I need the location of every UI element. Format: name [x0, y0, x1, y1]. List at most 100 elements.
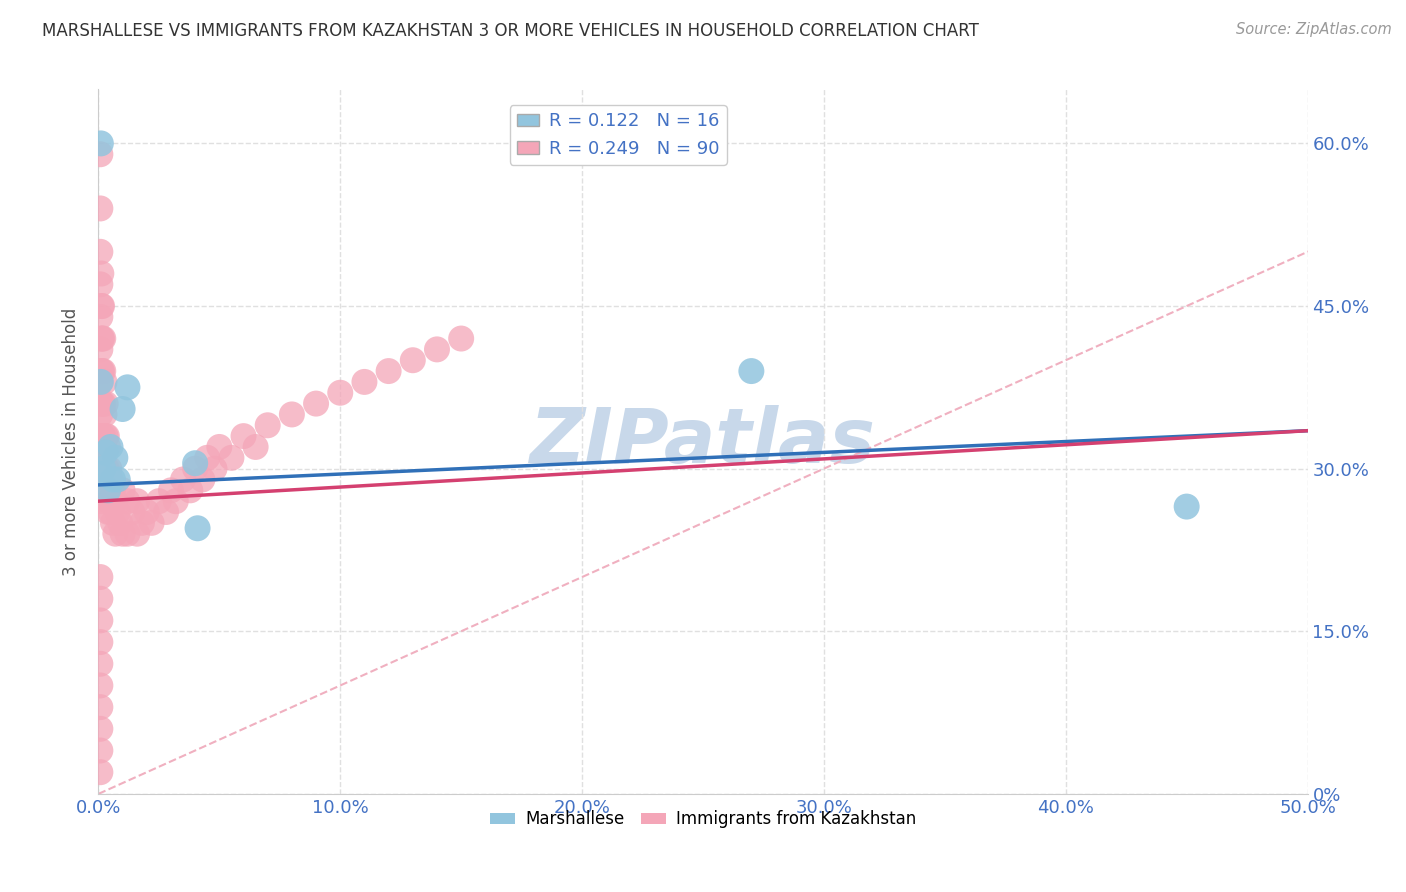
Point [353, 375, 375, 389]
Point [101, 473, 124, 487]
Point [90, 429, 112, 443]
Point [89, 202, 111, 216]
Point [90, 461, 112, 475]
Point [89, 657, 111, 671]
Point [91, 461, 114, 475]
Point [117, 380, 139, 394]
Point [426, 343, 449, 357]
Point [329, 385, 352, 400]
Point [127, 494, 149, 508]
Point [89, 591, 111, 606]
Point [135, 505, 157, 519]
Point [94, 445, 117, 459]
Point [100, 440, 122, 454]
Point [96, 429, 118, 443]
Point [111, 483, 134, 498]
Point [89, 375, 111, 389]
Point [93, 440, 115, 454]
Point [96, 461, 118, 475]
Point [98, 494, 121, 508]
Point [91, 364, 114, 378]
Point [94, 396, 117, 410]
Text: ZIPatlas: ZIPatlas [530, 405, 876, 478]
Point [93, 375, 115, 389]
Point [117, 494, 139, 508]
Point [402, 353, 425, 368]
Point [94, 461, 117, 475]
Point [165, 494, 187, 508]
Point [93, 408, 115, 422]
Point [195, 450, 218, 465]
Point [89, 700, 111, 714]
Y-axis label: 3 or more Vehicles in Household: 3 or more Vehicles in Household [62, 308, 80, 575]
Point [127, 526, 149, 541]
Point [90, 332, 112, 346]
Point [100, 505, 122, 519]
Point [91, 396, 114, 410]
Point [91, 429, 114, 443]
Point [101, 483, 124, 498]
Point [89, 614, 111, 628]
Point [91, 429, 114, 443]
Point [101, 516, 124, 530]
Point [89, 244, 111, 259]
Point [89, 147, 111, 161]
Point [111, 402, 134, 417]
Point [89, 277, 111, 292]
Point [104, 494, 127, 508]
Point [97, 473, 120, 487]
Text: Source: ZipAtlas.com: Source: ZipAtlas.com [1236, 22, 1392, 37]
Text: MARSHALLESE VS IMMIGRANTS FROM KAZAKHSTAN 3 OR MORE VEHICLES IN HOUSEHOLD CORREL: MARSHALLESE VS IMMIGRANTS FROM KAZAKHSTA… [42, 22, 979, 40]
Point [160, 483, 183, 498]
Point [91, 332, 114, 346]
Point [90, 136, 112, 151]
Point [450, 332, 472, 346]
Point [89, 765, 111, 780]
Point [89, 635, 111, 649]
Point [281, 408, 304, 422]
Point [131, 516, 153, 530]
Point [90, 396, 112, 410]
Point [107, 473, 129, 487]
Point [89, 440, 111, 454]
Point [141, 516, 163, 530]
Point [90, 494, 112, 508]
Point [104, 450, 127, 465]
Point [91, 396, 114, 410]
Point [91, 461, 114, 475]
Point [97, 505, 120, 519]
Point [89, 743, 111, 757]
Point [89, 461, 111, 475]
Point [117, 526, 139, 541]
Legend: Marshallese, Immigrants from Kazakhstan: Marshallese, Immigrants from Kazakhstan [484, 804, 922, 835]
Point [221, 450, 243, 465]
Point [245, 440, 267, 454]
Point [90, 375, 112, 389]
Point [104, 526, 127, 541]
Point [172, 473, 194, 487]
Point [184, 461, 207, 475]
Point [89, 678, 111, 692]
Point [91, 299, 114, 313]
Point [740, 364, 762, 378]
Point [89, 310, 111, 324]
Point [179, 483, 201, 498]
Point [204, 461, 226, 475]
Point [377, 364, 399, 378]
Point [148, 494, 170, 508]
Point [108, 516, 131, 530]
Point [91, 332, 114, 346]
Point [89, 570, 111, 584]
Point [90, 364, 112, 378]
Point [155, 505, 177, 519]
Point [98, 461, 121, 475]
Point [305, 396, 328, 410]
Point [90, 267, 112, 281]
Point [89, 408, 111, 422]
Point [89, 343, 111, 357]
Point [1175, 500, 1198, 514]
Point [90, 299, 112, 313]
Point [100, 473, 122, 487]
Point [232, 429, 254, 443]
Point [187, 521, 209, 535]
